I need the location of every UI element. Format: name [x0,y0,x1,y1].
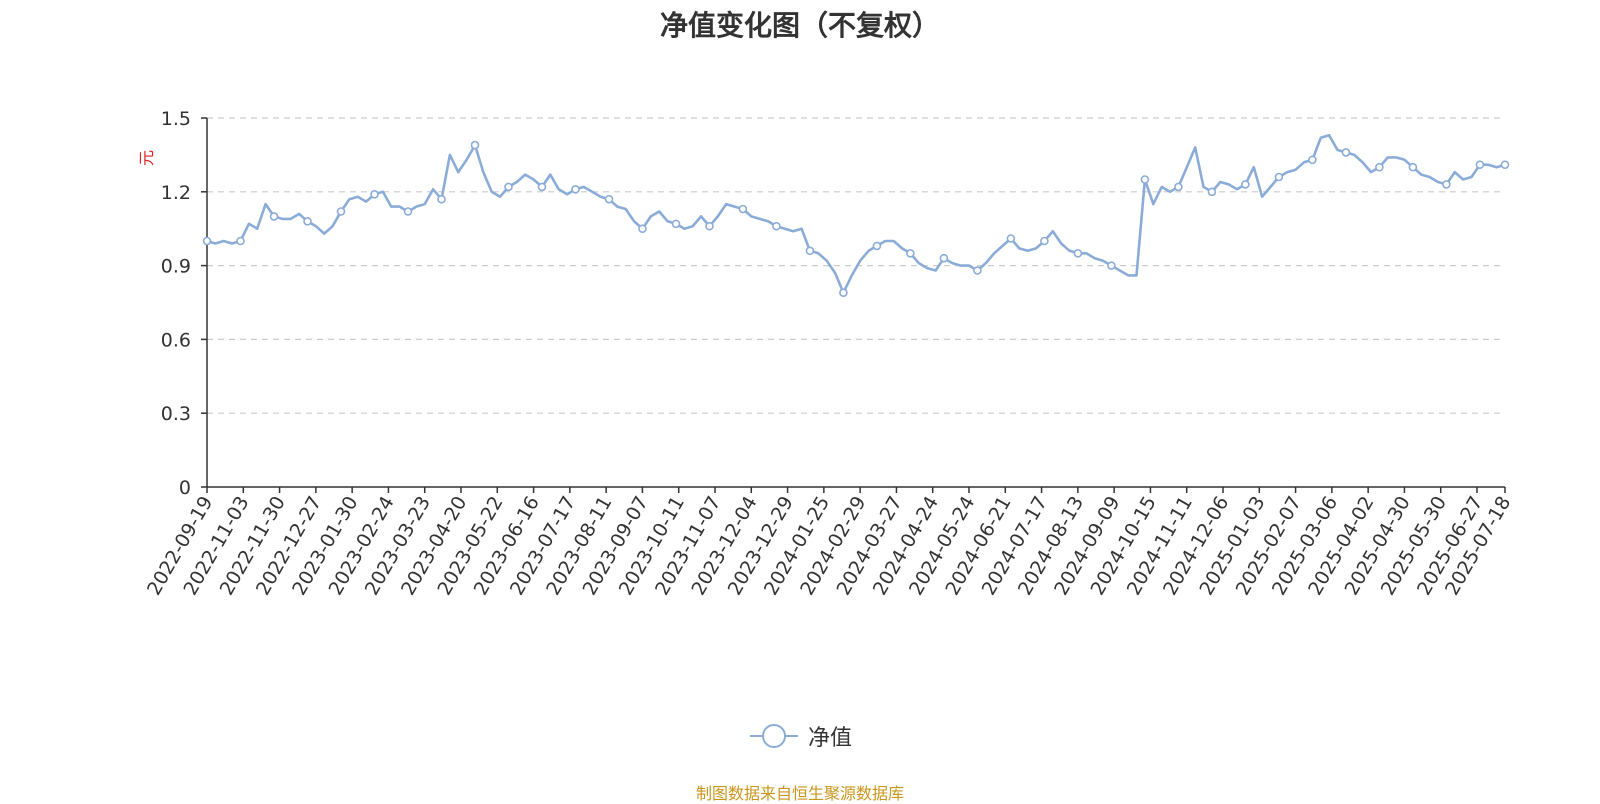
data-point[interactable] [906,249,915,258]
data-point[interactable] [1241,180,1250,189]
data-point[interactable] [236,236,245,246]
data-point[interactable] [1308,155,1317,165]
data-point[interactable] [1375,162,1384,172]
legend[interactable]: 净值 [750,720,852,752]
data-point[interactable] [303,217,312,226]
legend-label: 净值 [808,726,853,751]
series-line [206,133,1506,294]
data-point[interactable] [1408,162,1418,172]
data-point[interactable] [571,185,580,194]
data-point[interactable] [604,194,614,204]
data-point[interactable] [1207,187,1217,197]
y-tick-label: 0 [179,477,191,499]
data-point[interactable] [269,212,279,221]
data-point[interactable] [1500,160,1510,169]
data-point[interactable] [370,190,379,199]
data-point[interactable] [1475,160,1485,169]
data-point[interactable] [1442,180,1451,189]
data-point[interactable] [1006,234,1016,243]
data-point[interactable] [671,219,681,229]
source-note: 制图数据来自恒生聚源数据库 [695,784,904,803]
y-tick-label: 0.3 [161,403,191,425]
x-tick-labels: 2022-09-192022-11-032022-11-302022-12-27… [143,493,1515,600]
data-point[interactable] [705,221,714,231]
data-point[interactable] [772,221,781,231]
data-point[interactable] [470,140,480,150]
y-tick-label: 1.5 [161,108,191,130]
data-point[interactable] [202,236,212,246]
data-point[interactable] [872,241,882,251]
series-line-group [206,133,1506,294]
data-point[interactable] [1174,182,1183,192]
data-point[interactable] [839,288,848,298]
data-point[interactable] [1341,148,1351,157]
data-point[interactable] [805,246,815,256]
data-point[interactable] [973,266,982,275]
y-tick-labels: 0 0.3 0.6 0.9 1.2 1.5 [161,108,191,499]
data-point[interactable] [1073,249,1083,258]
y-tick-label: 0.6 [161,329,191,351]
data-point[interactable] [1274,172,1284,182]
data-point[interactable] [738,204,748,214]
axes [201,117,1506,493]
data-point[interactable] [504,182,513,192]
y-tick-label: 1.2 [161,182,191,204]
y-axis-unit-label: 元 [137,150,156,166]
data-point[interactable] [1140,175,1150,184]
series-markers [202,140,1510,298]
y-tick-label: 0.9 [161,256,191,278]
chart-title: 净值变化图（不复权） [659,9,940,42]
data-point[interactable] [1040,236,1049,246]
data-point[interactable] [336,207,346,216]
legend-line-circle-icon [750,724,798,748]
data-point[interactable] [939,253,949,263]
data-point[interactable] [1107,261,1116,270]
data-point[interactable] [403,207,413,216]
data-point[interactable] [437,194,446,204]
data-point[interactable] [638,224,647,233]
data-point[interactable] [537,182,547,192]
